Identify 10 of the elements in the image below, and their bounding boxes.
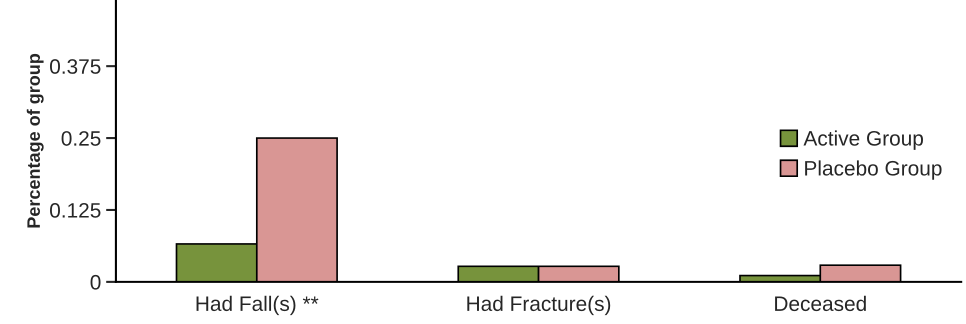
x-tick-label: Deceased	[775, 296, 866, 312]
x-tick-label: Had Fall(s) **	[196, 296, 318, 316]
legend-label: Active Group	[803, 130, 923, 150]
legend-label: Placebo Group	[805, 160, 942, 180]
y-tick-label: 0.375	[50, 59, 100, 74]
x-tick-label: Had Fracture(s)	[467, 296, 610, 316]
y-tick-label: 0	[90, 274, 101, 290]
y-tick-label: 0.125	[50, 202, 100, 218]
y-axis-title: Percentage of group	[26, 54, 44, 228]
y-tick-label: 0.25	[62, 131, 100, 146]
